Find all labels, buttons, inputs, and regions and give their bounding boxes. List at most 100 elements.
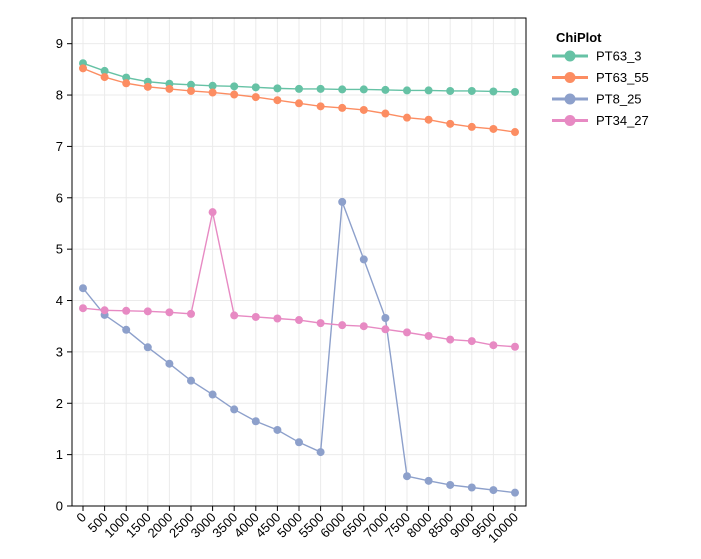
data-point [489,124,498,133]
data-point [251,83,260,92]
data-point [424,331,433,340]
y-tick-label: 1 [56,447,63,462]
data-point [381,313,390,322]
data-point [100,66,109,75]
y-tick-label: 2 [56,396,63,411]
y-tick-label: 8 [56,88,63,103]
data-point [316,102,325,111]
data-point [251,417,260,426]
data-point [403,328,411,337]
data-point [295,438,303,447]
data-point [273,84,282,93]
data-point [295,84,303,93]
data-point [446,86,455,95]
data-point [187,80,195,89]
data-point [208,390,217,399]
data-point [316,84,325,93]
data-point [381,325,390,334]
data-point [467,86,476,95]
data-point [316,448,325,457]
data-point [187,309,195,318]
data-point [251,93,260,102]
data-point [230,90,239,99]
data-point [511,488,519,497]
data-point [511,128,519,137]
legend-label: PT34_27 [596,113,649,128]
data-point [424,115,433,124]
data-point [143,307,152,316]
data-point [338,85,347,94]
legend-item: PT34_27 [552,113,649,128]
data-point [143,82,152,91]
data-point [100,73,109,82]
series-PT63_55 [79,64,519,137]
data-point [338,321,347,330]
data-point [165,84,174,93]
axes: 0500100015002000250030003500400045005000… [56,36,521,546]
legend-swatch-marker [564,72,576,83]
data-point [208,81,217,90]
data-point [208,88,217,97]
data-point [79,284,87,293]
data-point [230,311,239,320]
data-point [187,86,195,95]
data-point [381,109,390,118]
series-PT34_27 [79,208,519,351]
data-point [467,122,476,131]
y-tick-label: 7 [56,139,63,154]
data-point [165,359,174,368]
data-point [511,87,519,96]
y-tick-label: 0 [56,499,63,514]
legend-label: PT63_3 [596,49,642,64]
data-point [122,325,131,334]
data-point [359,322,368,331]
data-point [489,87,498,96]
data-point [403,113,411,122]
legend-title: ChiPlot [556,30,602,45]
y-tick-label: 9 [56,36,63,51]
data-point [295,99,303,108]
data-point [230,405,239,414]
data-point [467,483,476,492]
data-point [122,306,131,315]
legend-item: PT63_3 [552,49,642,64]
data-point [446,119,455,128]
data-point [187,376,195,385]
legend: ChiPlot PT63_3 PT63_55 PT8_25 PT34_27 [552,30,649,128]
legend-label: PT63_55 [596,70,649,85]
data-point [230,82,239,91]
data-point [511,342,519,351]
data-point [359,255,368,264]
data-point [165,308,174,317]
legend-item: PT8_25 [552,92,642,107]
y-tick-label: 6 [56,190,63,205]
data-point [467,337,476,346]
y-tick-label: 5 [56,242,63,257]
data-point [359,105,368,114]
data-point [295,316,303,325]
data-point [446,480,455,489]
data-point [273,96,282,105]
data-point [381,85,390,94]
legend-label: PT8_25 [596,92,642,107]
data-point [273,314,282,323]
data-point [143,343,152,352]
data-point [338,103,347,112]
data-point [316,319,325,328]
data-point [489,486,498,495]
data-point [338,197,347,206]
data-point [79,304,87,313]
data-point [208,208,217,217]
data-point [489,341,498,350]
data-point [446,335,455,344]
data-point [403,86,411,95]
series-PT8_25 [79,197,519,497]
legend-item: PT63_55 [552,70,649,85]
data-point [100,306,109,315]
legend-swatch-marker [564,115,576,126]
legend-swatch-marker [564,93,576,105]
data-point [403,472,411,481]
data-point [251,312,260,321]
data-series [79,59,519,497]
